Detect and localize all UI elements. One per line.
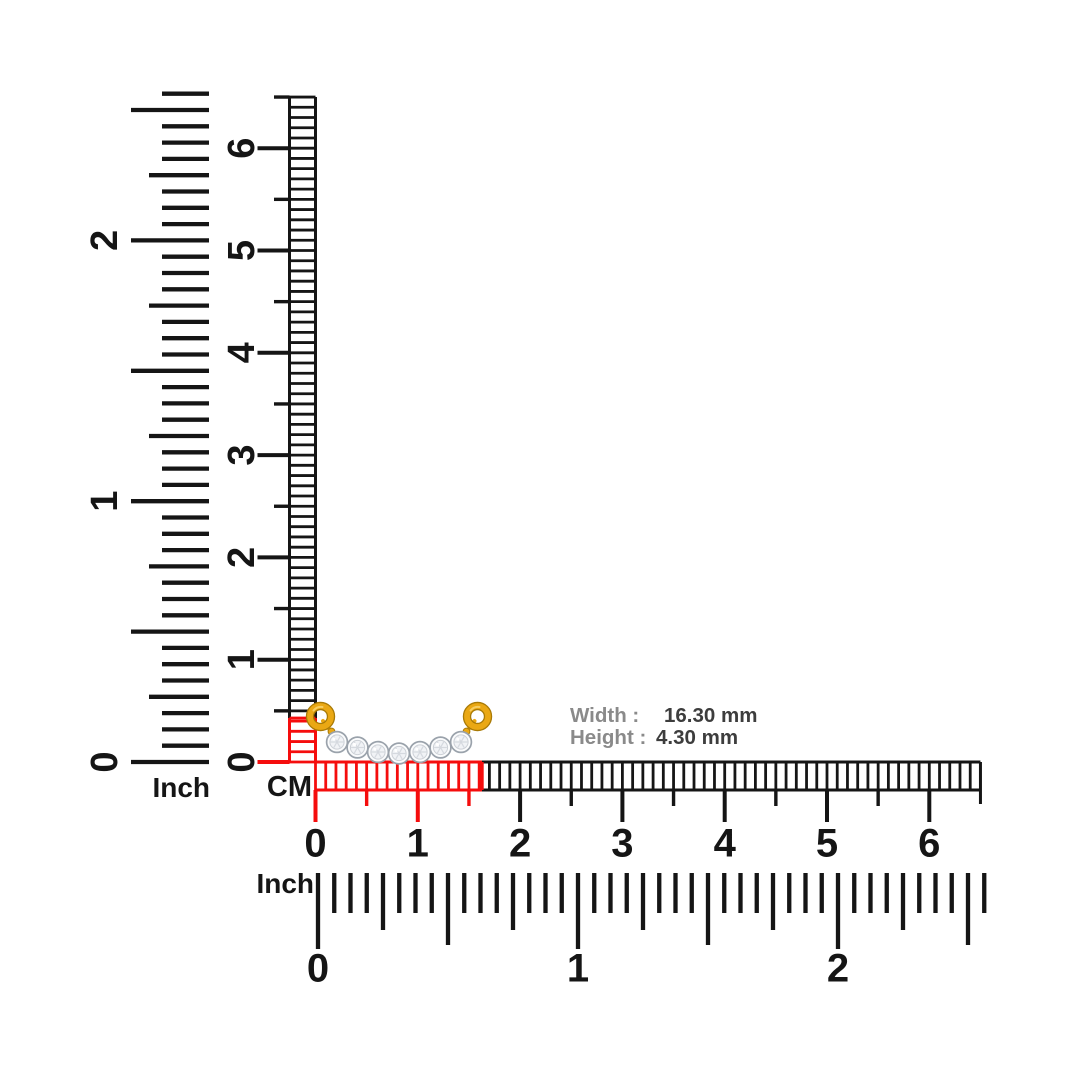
vertical-cm-number: 1 bbox=[221, 649, 263, 670]
horizontal-cm-ruler: 0 1 2 3 4 5 6 bbox=[304, 760, 982, 866]
diamond-facet-line bbox=[395, 747, 403, 760]
horizontal-cm-number: 2 bbox=[509, 822, 531, 866]
measurement-readout: Width : 16.30 mm Height : 4.30 mm bbox=[570, 705, 757, 749]
vertical-inch-number: 1 bbox=[84, 491, 126, 512]
horizontal-cm-number: 4 bbox=[714, 822, 737, 866]
vertical-cm-number: 2 bbox=[221, 547, 263, 568]
horizontal-cm-number: 1 bbox=[407, 822, 429, 866]
diamond-stone bbox=[449, 730, 473, 754]
gold-loop bbox=[462, 701, 493, 732]
horizontal-inch-ruler: 0 1 2 bbox=[307, 873, 987, 991]
gold-loop-highlight bbox=[312, 705, 324, 712]
horizontal-cm-number: 6 bbox=[918, 822, 940, 866]
diamond-facet-line bbox=[436, 741, 445, 754]
width-readout-row: Width : 16.30 mm bbox=[570, 705, 757, 727]
diamond-facet-line bbox=[353, 741, 362, 754]
diamond-sparkle bbox=[456, 737, 460, 741]
diamond-stone bbox=[366, 740, 390, 764]
vertical-inch-ruler: 0 1 2 bbox=[84, 91, 209, 773]
gold-loop bbox=[305, 701, 336, 732]
height-readout-row: Height : 4.30 mm bbox=[570, 727, 757, 749]
diamond-stone bbox=[325, 730, 349, 754]
diamond-facet-line bbox=[416, 746, 424, 758]
vertical-inch-number: 2 bbox=[84, 230, 126, 251]
horizontal-inch-unit-label: Inch bbox=[256, 868, 314, 899]
diamond-facet-line bbox=[374, 746, 382, 758]
vertical-cm-number: 6 bbox=[221, 138, 263, 159]
diamond-stone bbox=[387, 742, 411, 765]
horizontal-cm-number: 3 bbox=[611, 822, 633, 866]
diamond-stone bbox=[429, 736, 452, 759]
diamond-stone bbox=[346, 736, 369, 759]
jewelry-pendant bbox=[305, 701, 493, 765]
horizontal-inch-number: 0 bbox=[307, 947, 329, 991]
vertical-cm-ruler: 0 1 2 3 4 5 6 bbox=[221, 95, 317, 773]
vertical-cm-number: 0 bbox=[221, 751, 263, 772]
width-label: Width : bbox=[570, 704, 640, 727]
vertical-inch-number: 0 bbox=[84, 751, 126, 772]
diamond-stone bbox=[408, 740, 432, 764]
horizontal-cm-number: 0 bbox=[304, 822, 326, 866]
diamond-sparkle bbox=[352, 742, 357, 747]
diamond-sparkle bbox=[435, 742, 440, 747]
diamond-sparkle bbox=[415, 747, 419, 751]
horizontal-cm-number: 5 bbox=[816, 822, 838, 866]
vertical-cm-number: 4 bbox=[221, 342, 263, 363]
gold-loop-highlight bbox=[469, 705, 481, 712]
width-value: 16.30 mm bbox=[664, 704, 758, 727]
vertical-cm-number: 5 bbox=[221, 240, 263, 261]
diamond-sparkle bbox=[394, 748, 398, 753]
vertical-inch-unit-label: Inch bbox=[152, 772, 210, 803]
vertical-cm-unit-label: CM bbox=[266, 771, 312, 803]
diamond-facet-line bbox=[333, 736, 341, 748]
height-value: 4.30 mm bbox=[656, 726, 739, 749]
diamond-facet-line bbox=[457, 736, 465, 748]
vertical-cm-number: 3 bbox=[221, 445, 263, 466]
horizontal-inch-number: 2 bbox=[827, 947, 849, 991]
horizontal-inch-number: 1 bbox=[567, 947, 589, 991]
diamond-sparkle bbox=[332, 737, 336, 741]
diamond-sparkle bbox=[373, 747, 377, 751]
height-label: Height : bbox=[570, 726, 647, 749]
